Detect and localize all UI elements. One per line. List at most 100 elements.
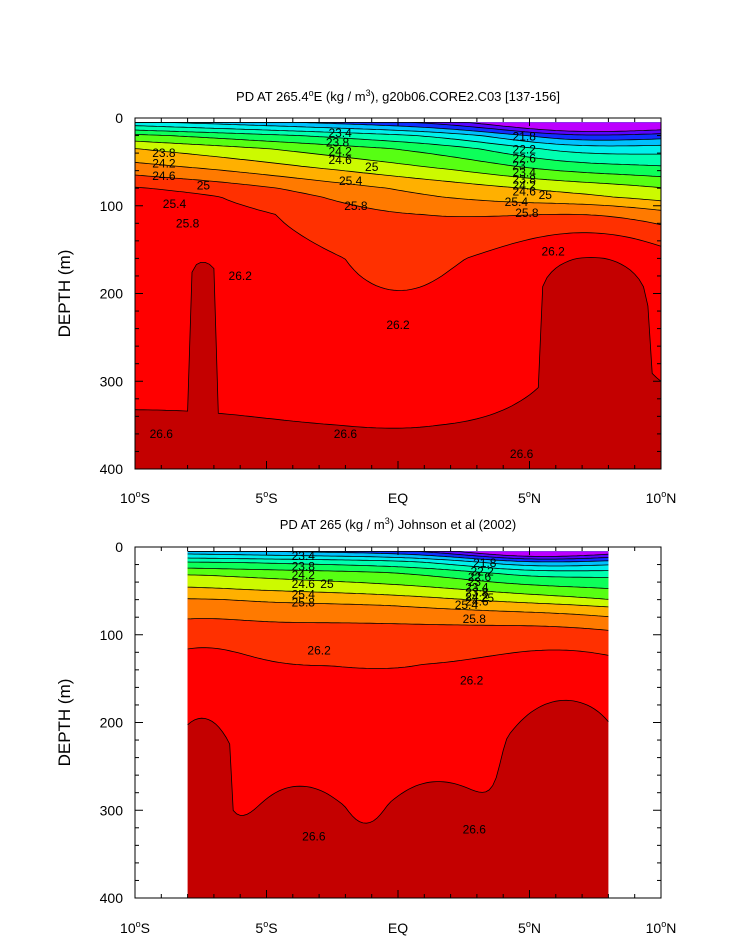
x-tick-label: 10oN [646,919,677,936]
chart-title: PD AT 265.4oE (kg / m3), g20b06.CORE2.C0… [236,88,560,104]
contour-label: 25 [320,577,334,591]
x-tick-label: 5oN [518,919,541,936]
contour-line [134,161,662,211]
contour-label: 23.8 [326,136,350,150]
contour-band [187,551,609,557]
chart-2: 23.423.824.224.6 2525.425.821.822.222.623… [55,516,676,936]
contour-label: 26.2 [386,318,410,332]
contour-label: 24.2 [292,568,316,582]
contour-label: 25 [365,160,379,174]
chart-1: 23.423.824.224.62525.425.823.824.224.625… [55,88,676,506]
y-tick-label: 0 [115,110,123,126]
x-tick-label: EQ [388,920,408,936]
contour-label: 24.6 [292,577,316,591]
contour-label: 26.2 [307,644,331,658]
contour-label: 25.8 [176,216,200,230]
y-tick-label: 300 [100,802,124,818]
contour-label: 23.8 [292,559,316,573]
contour-line [134,140,662,189]
contour-label: 22.2 [470,565,494,579]
contour-label: 22.6 [468,570,492,584]
x-tick-label: 10oS [120,919,150,936]
contour-label: 23.8 [465,586,489,600]
contour-line [134,148,662,202]
contour-line [187,618,609,631]
contour-line [187,553,609,567]
contour-label: 23.8 [152,146,176,160]
contour-line [187,557,609,572]
y-tick-label: 300 [100,373,124,389]
contour-label: 26.6 [302,830,326,844]
contour-label: 25.8 [515,206,539,220]
contour-label: 23.8 [513,172,537,186]
x-tick-label: 10oS [120,489,150,506]
contour-label: 25 [481,591,495,605]
contour-label: 23.4 [465,580,489,594]
contour-label: 23 [468,575,482,589]
contour-label: 24.2 [513,179,537,193]
y-axis-label: DEPTH (m) [55,679,74,767]
contour-label: 25.4 [505,195,529,209]
y-tick-label: 100 [100,198,124,214]
contour-label: 26.2 [541,244,565,258]
contour-label: 24.2 [465,590,489,604]
contour-label: 22.2 [513,143,537,157]
contour-label: 26.6 [334,427,358,441]
contour-label: 25 [197,179,211,193]
y-tick-label: 0 [115,539,123,555]
y-tick-label: 400 [100,461,124,477]
contour-label: 25.4 [339,174,363,188]
y-tick-label: 400 [100,890,124,906]
contour-line [134,257,662,429]
contour-label: 25.8 [292,595,316,609]
x-tick-label: 5oS [255,489,277,506]
contour-label: 24.6 [152,169,176,183]
contour-label: 23.4 [328,126,352,140]
contour-line [134,134,662,178]
contour-line [187,647,609,669]
contour-label: 24.2 [152,157,176,171]
contour-line [187,586,609,608]
contour-line [134,174,662,226]
contour-line [187,567,609,589]
contour-label: 21.8 [473,556,497,570]
y-tick-label: 200 [100,715,124,731]
contour-label: 25.8 [463,612,487,626]
contour-label: 26.6 [150,427,174,441]
contour-label: 21.8 [513,129,537,143]
chart-title: PD AT 265 (kg / m3) Johnson et al (2002) [280,516,517,532]
contour-label: 24.6 [465,594,489,608]
contour-label: 23.4 [513,165,537,179]
contour-label: 25.8 [344,199,368,213]
x-tick-label: 10oN [646,489,677,506]
contour-label: 22.6 [513,151,537,165]
contour-label: 23.4 [292,549,316,563]
contour-line [135,122,662,147]
contour-label: 25.4 [163,197,187,211]
contour-label: 25.4 [455,598,479,612]
contour-line [134,129,662,167]
y-axis-label: DEPTH (m) [55,250,74,338]
contour-label: 26.6 [463,823,487,837]
x-tick-label: 5oS [255,919,277,936]
contour-line [187,574,609,600]
contour-line [187,699,609,824]
contour-label: 24.6 [328,153,352,167]
contour-label: 24.6 [513,185,537,199]
contour-label: 26.6 [510,447,534,461]
x-tick-label: EQ [388,490,408,506]
contour-label: 25 [539,188,553,202]
contour-label: 25.4 [292,587,316,601]
contour-label: 26.2 [229,269,253,283]
contour-label: 24.2 [328,144,352,158]
contour-line [187,598,609,618]
contour-line [134,186,662,291]
contour-line [134,125,661,155]
y-tick-label: 100 [100,627,124,643]
contour-line [187,561,609,578]
contour-label: 23 [512,158,526,172]
contour-label: 26.2 [460,673,484,687]
y-tick-label: 200 [100,286,124,302]
x-tick-label: 5oN [518,489,541,506]
